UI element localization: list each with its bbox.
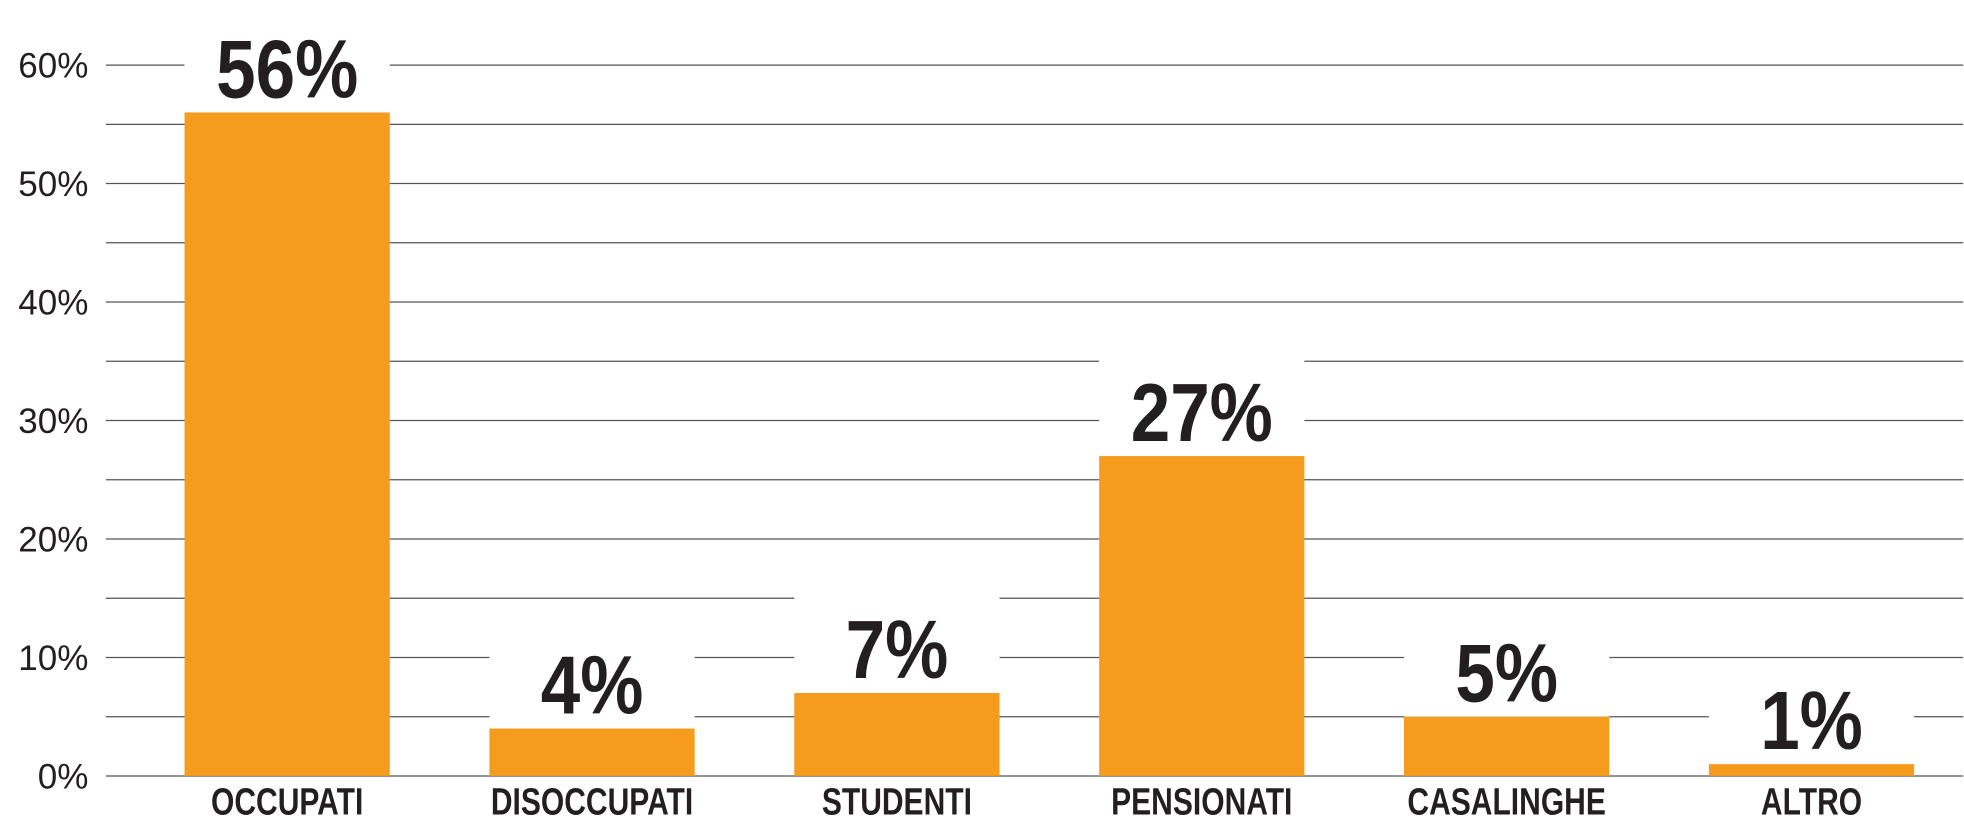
label-backdrop (1708, 666, 1915, 765)
y-tick-label: 50% (18, 165, 88, 204)
value-label-group: 4% (541, 640, 644, 732)
value-label-group: 56% (216, 23, 358, 115)
value-label-group: 1% (1760, 675, 1863, 767)
value-label-group: 7% (846, 604, 949, 696)
label-backdrop (489, 630, 695, 729)
value-label-group: 27% (1131, 367, 1273, 459)
x-tick-group: CASALINGHE (1407, 782, 1606, 821)
x-tick-label: STUDENTI (822, 782, 972, 821)
value-label: 5% (1455, 628, 1558, 720)
label-backdrop (1099, 358, 1305, 457)
x-tick-group: STUDENTI (822, 782, 972, 821)
bar (184, 112, 390, 776)
bar (1404, 716, 1610, 776)
y-tick-label: 10% (18, 639, 88, 678)
bar (489, 728, 695, 776)
x-tick-label: ALTRO (1761, 782, 1862, 821)
label-backdrop (794, 595, 1000, 694)
x-tick-group: DISOCCUPATI (491, 782, 693, 821)
y-tick-label: 40% (18, 284, 88, 323)
value-label: 56% (216, 23, 358, 115)
y-tick-label: 20% (18, 521, 88, 560)
value-label: 1% (1760, 675, 1863, 767)
value-label: 7% (846, 604, 949, 696)
value-label: 27% (1131, 367, 1273, 459)
value-label-group: 5% (1455, 628, 1558, 720)
bar (794, 693, 1000, 776)
value-label: 4% (541, 640, 644, 732)
x-tick-group: ALTRO (1761, 782, 1862, 821)
label-backdrop (184, 14, 390, 113)
x-tick-label: PENSIONATI (1111, 782, 1292, 821)
x-tick-label: DISOCCUPATI (491, 782, 693, 821)
y-tick-label: 30% (18, 402, 88, 441)
y-tick-label: 0% (38, 757, 89, 796)
x-tick-label: OCCUPATI (211, 782, 363, 821)
bar (1708, 764, 1915, 776)
label-backdrop (1404, 619, 1610, 717)
x-tick-group: OCCUPATI (211, 782, 363, 821)
x-tick-label: CASALINGHE (1407, 782, 1606, 821)
bar (1099, 456, 1305, 776)
y-tick-label: 60% (18, 47, 88, 86)
x-tick-group: PENSIONATI (1111, 782, 1292, 821)
